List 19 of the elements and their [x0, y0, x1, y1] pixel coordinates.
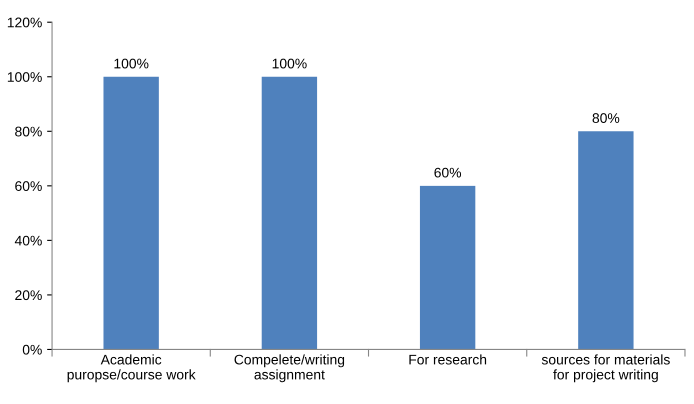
y-tick-label: 60% [15, 181, 42, 192]
x-tick-label: Academic puropse/course work [68, 354, 196, 382]
bar [103, 76, 159, 350]
bar [262, 76, 318, 350]
y-tick-label: 100% [8, 72, 42, 82]
y-tick-label: 40% [14, 236, 42, 246]
y-tick-label: 0% [22, 344, 42, 355]
bar [578, 131, 634, 350]
data-label: 100% [272, 58, 307, 68]
y-tick-label: 120% [8, 18, 42, 28]
data-label: 80% [592, 113, 620, 123]
x-tick-label: Compelete/writing assignment [234, 354, 344, 382]
y-tick-label: 20% [15, 290, 42, 300]
x-tick-label: sources for materials for project writing [542, 354, 670, 382]
bar [420, 186, 476, 350]
data-label: 100% [114, 58, 148, 68]
data-label: 60% [434, 168, 462, 178]
y-tick-label: 80% [15, 126, 42, 136]
x-tick-label: For research [409, 354, 486, 365]
